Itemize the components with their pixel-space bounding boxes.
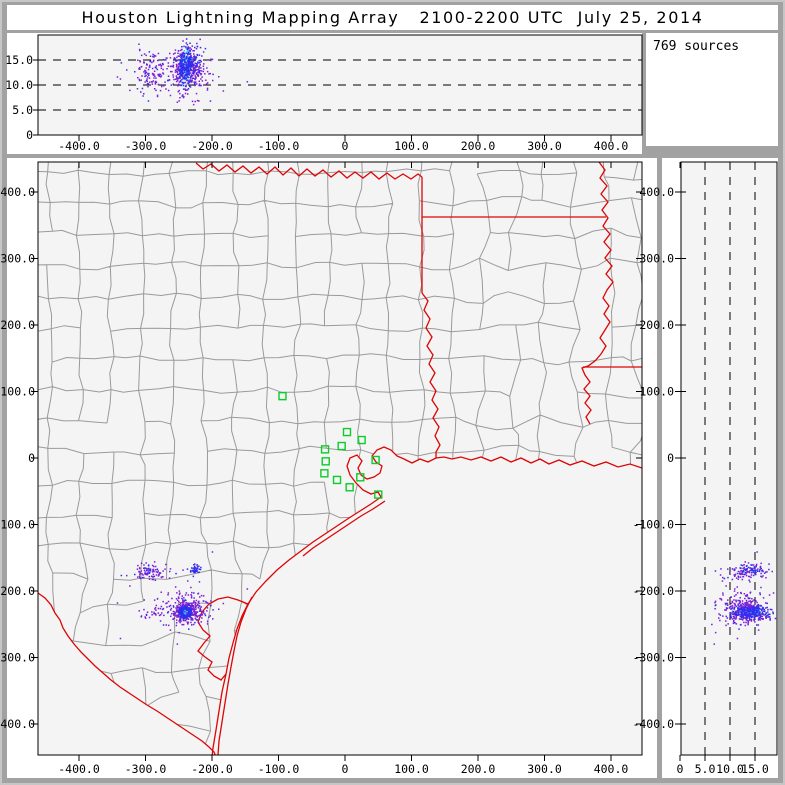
state-border xyxy=(581,162,614,425)
svg-text:-400.0: -400.0 xyxy=(58,139,100,153)
lma-station-marker xyxy=(278,391,287,401)
state-border xyxy=(38,592,216,755)
svg-text:200.0: 200.0 xyxy=(461,139,496,153)
map-content xyxy=(38,162,642,755)
svg-text:300.0: 300.0 xyxy=(0,252,35,266)
svg-text:300.0: 300.0 xyxy=(527,762,562,776)
svg-text:-300.0: -300.0 xyxy=(125,762,167,776)
svg-text:300.0: 300.0 xyxy=(639,252,674,266)
lma-station-marker xyxy=(357,435,366,445)
svg-text:200.0: 200.0 xyxy=(0,318,35,332)
svg-text:-100.0: -100.0 xyxy=(632,518,674,532)
lma-station-marker xyxy=(356,473,365,482)
svg-text:-200.0: -200.0 xyxy=(0,584,35,598)
sources-box: 769 sources xyxy=(646,33,778,146)
svg-text:15.0: 15.0 xyxy=(5,53,33,67)
svg-text:0: 0 xyxy=(342,139,349,153)
svg-text:0: 0 xyxy=(667,451,674,465)
svg-text:300.0: 300.0 xyxy=(527,139,562,153)
svg-text:400.0: 400.0 xyxy=(594,139,629,153)
lightning-sources xyxy=(116,551,249,645)
altitude-ew-panel[interactable]: 0 5.0 10.0 15.0 -400.0 -300.0 -200.0 -100.0 0 100… xyxy=(5,34,643,153)
state-border xyxy=(421,292,441,458)
svg-text:0: 0 xyxy=(28,451,35,465)
gulf-of-mexico xyxy=(212,447,642,755)
svg-text:-400.0: -400.0 xyxy=(0,717,35,731)
lma-station-marker xyxy=(342,427,352,437)
svg-text:100.0: 100.0 xyxy=(394,139,429,153)
lma-station-marker xyxy=(374,490,383,499)
state-border xyxy=(211,446,642,755)
lightning-sources xyxy=(714,563,774,630)
svg-text:-100.0: -100.0 xyxy=(0,518,35,532)
svg-text:10.0: 10.0 xyxy=(5,78,33,92)
svg-text:-200.0: -200.0 xyxy=(191,762,233,776)
svg-text:400.0: 400.0 xyxy=(594,762,629,776)
svg-text:10.0: 10.0 xyxy=(716,762,744,776)
svg-text:0: 0 xyxy=(342,762,349,776)
svg-text:-100.0: -100.0 xyxy=(258,762,300,776)
svg-text:100.0: 100.0 xyxy=(639,385,674,399)
svg-text:0: 0 xyxy=(677,762,684,776)
state-border xyxy=(217,596,253,755)
title-bar: Houston Lightning Mapping Array 2100-220… xyxy=(7,5,778,30)
svg-text:-400.0: -400.0 xyxy=(632,717,674,731)
svg-text:5.0: 5.0 xyxy=(12,103,33,117)
lma-station-marker xyxy=(320,445,330,454)
state-border xyxy=(195,162,423,180)
svg-text:400.0: 400.0 xyxy=(0,185,35,199)
lightning-sources xyxy=(120,563,214,630)
lightning-sources xyxy=(120,38,214,102)
svg-text:200.0: 200.0 xyxy=(639,318,674,332)
state-border xyxy=(197,596,249,681)
lma-station-marker xyxy=(332,475,342,485)
state-border xyxy=(302,500,386,557)
plan-view-map-panel[interactable]: -400.0 -300.0 -200.0 -100.0 0 100.0 200.0 300.0… xyxy=(0,136,676,785)
svg-text:400.0: 400.0 xyxy=(639,185,674,199)
svg-text:-100.0: -100.0 xyxy=(258,139,300,153)
page-title: Houston Lightning Mapping Array 2100-220… xyxy=(81,8,704,27)
lma-station-marker xyxy=(345,483,354,492)
svg-text:15.0: 15.0 xyxy=(741,762,769,776)
altitude-ns-panel[interactable]: 0 5.0 10.015.0 400.0 300.0 200.0 100.0 0 -100.0 -… xyxy=(632,161,778,776)
lma-station-marker xyxy=(320,469,329,478)
lma-station-marker xyxy=(321,457,330,466)
lma-station-marker xyxy=(371,455,380,465)
svg-text:200.0: 200.0 xyxy=(461,762,496,776)
svg-text:-300.0: -300.0 xyxy=(0,651,35,665)
svg-text:-300.0: -300.0 xyxy=(125,139,167,153)
svg-text:-200.0: -200.0 xyxy=(191,139,233,153)
svg-text:100.0: 100.0 xyxy=(394,762,429,776)
svg-text:100.0: 100.0 xyxy=(0,385,35,399)
lma-station-marker xyxy=(337,441,346,451)
svg-text:-400.0: -400.0 xyxy=(58,762,100,776)
mexico-region xyxy=(38,593,216,755)
svg-text:0: 0 xyxy=(26,128,33,142)
svg-text:-200.0: -200.0 xyxy=(632,584,674,598)
svg-text:5.0: 5.0 xyxy=(695,762,716,776)
svg-text:-300.0: -300.0 xyxy=(632,651,674,665)
lightning-sources xyxy=(711,551,777,645)
sources-count-label: 769 sources xyxy=(653,39,740,54)
